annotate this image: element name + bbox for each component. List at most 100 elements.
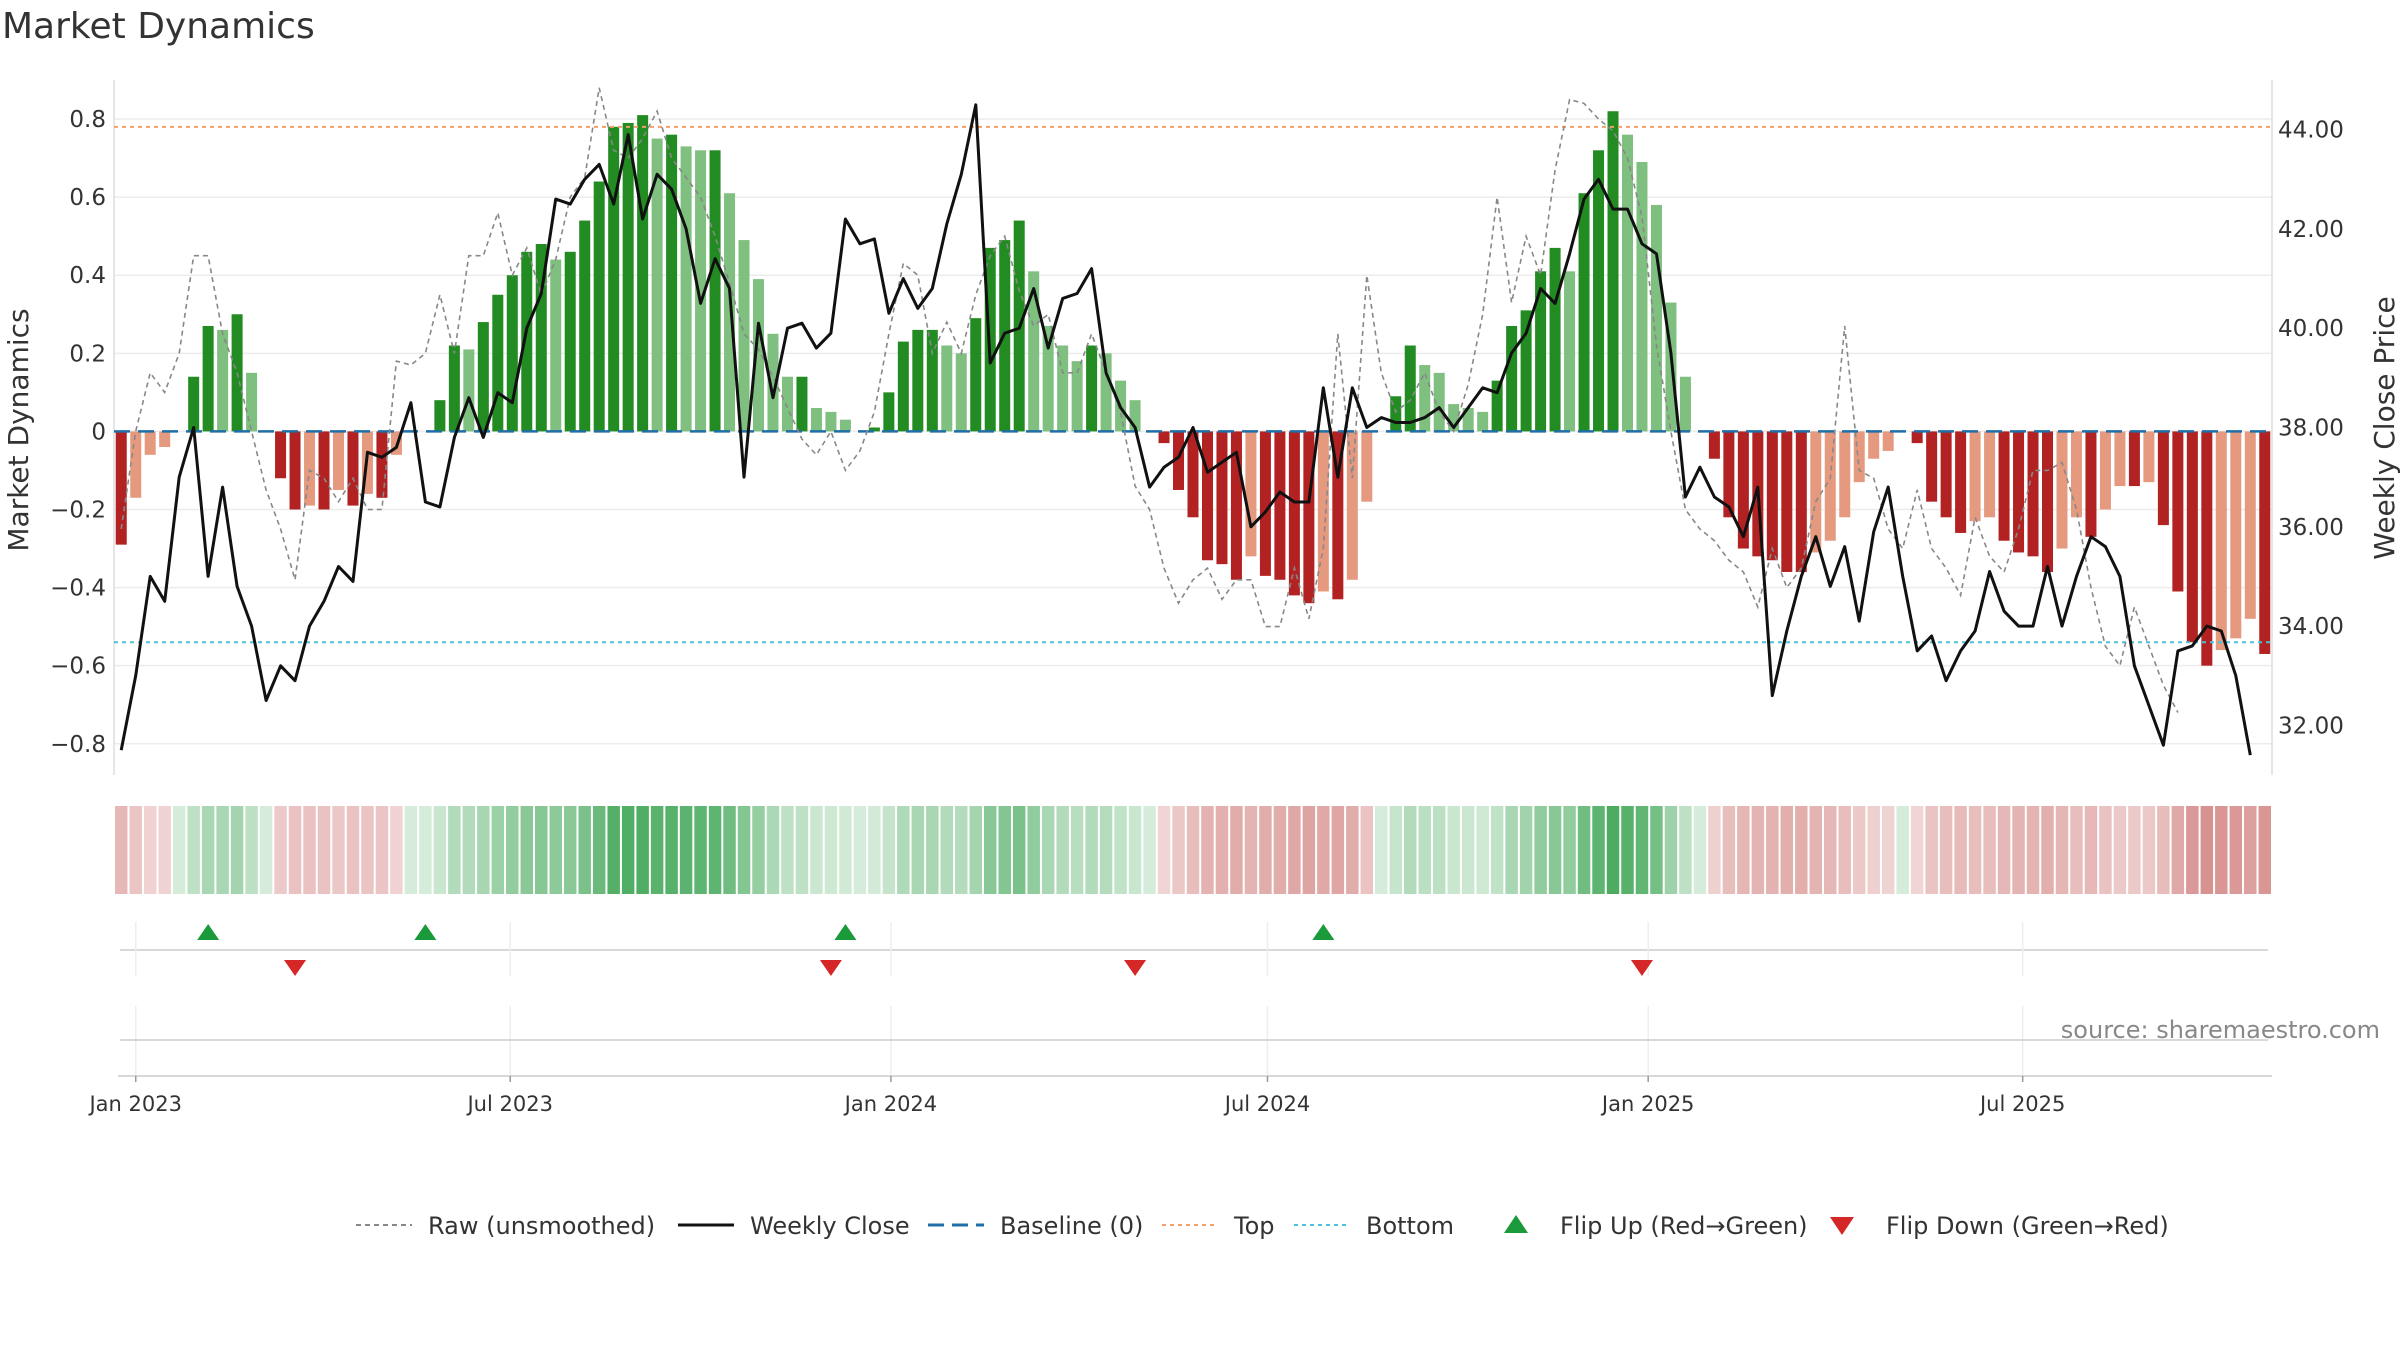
- strip-cell: [361, 806, 374, 894]
- strip-cell: [1490, 806, 1504, 894]
- dynamics-bar: [1390, 396, 1402, 432]
- strip-cell: [2229, 806, 2243, 894]
- dynamics-bar: [2070, 431, 2082, 518]
- dynamics-bar: [1766, 431, 1778, 561]
- left-tick-label: −0.2: [50, 497, 106, 523]
- strip-cell: [303, 806, 316, 894]
- dynamics-bar: [1868, 431, 1880, 459]
- dynamics-bar: [1216, 431, 1228, 565]
- dynamics-bar: [144, 431, 156, 455]
- x-tick-label: Jul 2025: [1978, 1092, 2065, 1116]
- dynamics-bar: [2056, 431, 2068, 549]
- strip-cell: [2055, 806, 2069, 894]
- source-credit: source: sharemaestro.com: [2061, 1016, 2380, 1044]
- dynamics-bar: [1882, 431, 1894, 451]
- strip-cell: [969, 806, 982, 894]
- strip-cell: [1708, 806, 1721, 894]
- dynamics-bar: [1274, 431, 1286, 580]
- strip-cell: [1505, 806, 1518, 894]
- strip-cell: [1012, 806, 1026, 894]
- left-tick-label: 0.6: [69, 185, 106, 211]
- strip-cell: [1070, 806, 1084, 894]
- strip-cell: [1201, 806, 1214, 894]
- strip-cell: [1577, 806, 1591, 894]
- dynamics-bar: [1578, 193, 1590, 432]
- strip-cell: [2070, 806, 2083, 894]
- dynamics-bar: [1955, 431, 1967, 533]
- strip-cell: [288, 806, 302, 894]
- dynamics-bar: [941, 345, 953, 432]
- dynamics-bar: [839, 419, 851, 432]
- dynamics-bar: [275, 431, 287, 479]
- strip-cell: [1288, 806, 1301, 894]
- dynamics-bar: [1650, 204, 1662, 432]
- right-axis-ticks: 44.00 42.00 40.00 38.00 36.00 34.00 32.00: [2278, 118, 2344, 740]
- strip-cell: [650, 806, 664, 894]
- dynamics-bar: [1723, 431, 1735, 518]
- strip-cell: [1360, 806, 1374, 894]
- strip-cell: [824, 806, 838, 894]
- legend-label: Baseline (0): [1000, 1212, 1143, 1240]
- right-tick-label: 38.00: [2278, 416, 2344, 442]
- strip-cell: [1896, 806, 1909, 894]
- strip-cell: [955, 806, 968, 894]
- flip-down-marker: [819, 960, 842, 976]
- dynamics-bar: [1795, 431, 1807, 572]
- strip-cell: [1621, 806, 1634, 894]
- strip-cell: [1041, 806, 1055, 894]
- dynamics-bar: [1564, 271, 1576, 432]
- grid-lines: [113, 80, 2273, 775]
- dynamics-bar: [1230, 431, 1242, 580]
- legend-label: Bottom: [1366, 1212, 1454, 1240]
- strip-cell: [2084, 806, 2098, 894]
- right-tick-label: 36.00: [2278, 515, 2344, 541]
- dynamics-bar: [1824, 431, 1836, 541]
- strip-cell: [2142, 806, 2156, 894]
- dynamics-bar: [434, 400, 446, 432]
- strip-cell: [752, 806, 765, 894]
- dynamics-bar: [535, 243, 547, 432]
- dynamics-bar: [1086, 345, 1098, 432]
- strip-cell: [1447, 806, 1460, 894]
- strip-cell: [1766, 806, 1779, 894]
- flip-panel: [120, 922, 2268, 976]
- dynamics-bar: [2230, 431, 2242, 639]
- strip-cell: [839, 806, 852, 894]
- strip-cell: [2258, 806, 2271, 894]
- dynamics-bar: [1535, 271, 1547, 432]
- strip-cell: [259, 806, 273, 894]
- left-tick-label: −0.6: [50, 654, 106, 680]
- strip-cell: [1215, 806, 1229, 894]
- dynamics-bar: [781, 376, 793, 432]
- dynamics-bar: [246, 372, 258, 432]
- dynamics-bar: [1998, 431, 2010, 541]
- strip-cell: [1563, 806, 1576, 894]
- dynamics-bar: [579, 220, 591, 432]
- dynamics-bar: [608, 126, 620, 432]
- dynamics-bar: [1071, 361, 1083, 432]
- strip-cell: [1273, 806, 1287, 894]
- strip-cell: [1114, 806, 1127, 894]
- dynamics-bar: [159, 431, 171, 448]
- strip-cell: [1592, 806, 1605, 894]
- strip-cell: [853, 806, 867, 894]
- strip-cell: [245, 806, 258, 894]
- dynamics-bar: [926, 329, 938, 432]
- strip-cell: [158, 806, 171, 894]
- dynamics-bar: [709, 150, 721, 432]
- dynamics-bar: [868, 427, 880, 432]
- dynamics-bar: [1491, 380, 1503, 432]
- left-tick-label: −0.4: [50, 576, 106, 602]
- flip-up-marker: [834, 924, 857, 940]
- strip-cell: [679, 806, 693, 894]
- dynamics-bar: [506, 275, 518, 432]
- strip-cell: [1780, 806, 1794, 894]
- dynamics-bar: [1926, 431, 1938, 502]
- strip-cell: [332, 806, 345, 894]
- dynamics-bar: [666, 134, 678, 432]
- strip-cell: [1331, 806, 1345, 894]
- x-axis-ticks: Jan 2023 Jul 2023 Jan 2024 Jul 2024 Jan 2025…: [87, 1076, 2065, 1116]
- flip-up-marker: [414, 924, 437, 940]
- left-tick-label: 0.2: [69, 341, 106, 367]
- strip-cell: [1838, 806, 1851, 894]
